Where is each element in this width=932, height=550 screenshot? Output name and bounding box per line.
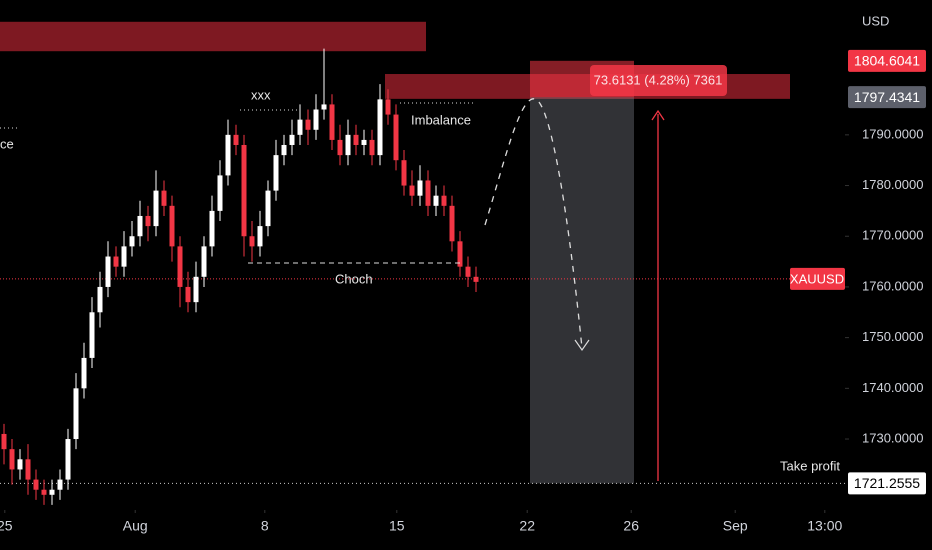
x-tick-label: 8 xyxy=(261,518,269,534)
y-tick-label: 1730.0000 xyxy=(862,430,923,445)
currency-label: USD xyxy=(862,13,889,28)
symbol-tag: XAUUSD xyxy=(790,271,844,286)
candle-body xyxy=(161,190,167,206)
candle-body xyxy=(145,215,151,227)
candle-body xyxy=(153,190,159,227)
x-tick-label: 26 xyxy=(623,518,639,534)
candle-body xyxy=(353,134,359,145)
candle-body xyxy=(105,256,111,287)
price-axis: USD 1730.0000 1740.0000 1750.0000 1760.0000… xyxy=(0,13,926,534)
candle-body xyxy=(401,160,407,186)
drawings: ce xxx Imbalance Choch Take profit xyxy=(0,87,840,481)
candle-body xyxy=(393,114,399,161)
candle-body xyxy=(337,139,343,156)
candle-body xyxy=(385,99,391,115)
position-reward xyxy=(530,97,634,484)
price-tag-bg xyxy=(848,49,926,72)
annotation: xxx xyxy=(251,87,271,102)
candle-body xyxy=(225,134,231,176)
candle-body xyxy=(425,180,431,206)
price-tag: 1804.6041 xyxy=(854,53,920,69)
candle-body xyxy=(33,479,39,490)
candle-body xyxy=(169,205,175,247)
candle-body xyxy=(129,236,135,247)
price-tag: 1721.2555 xyxy=(854,475,920,491)
candle-body xyxy=(9,449,15,470)
candle-body xyxy=(257,226,263,247)
candle-body xyxy=(345,134,351,156)
candle-body xyxy=(369,139,375,156)
candle-body xyxy=(137,215,143,237)
candle-body xyxy=(81,357,87,389)
price-tag-bg xyxy=(848,472,926,495)
candle-body xyxy=(305,119,311,130)
candle-body xyxy=(281,144,287,156)
annotation: Choch xyxy=(335,271,373,286)
candle-body xyxy=(217,175,223,211)
annotation: Imbalance xyxy=(411,112,471,127)
candle-body xyxy=(65,439,71,480)
candle-body xyxy=(121,246,127,267)
y-tick-label: 1750.0000 xyxy=(862,329,923,344)
candle-body xyxy=(361,139,367,145)
x-tick-label: 25 xyxy=(0,518,13,534)
x-tick-label: 22 xyxy=(519,518,535,534)
projection-arrow xyxy=(574,339,590,352)
price-tag-bg xyxy=(848,86,926,109)
candle-body xyxy=(185,286,191,303)
candle-body xyxy=(89,312,95,358)
candle-body xyxy=(201,246,207,277)
candle-body xyxy=(457,241,463,267)
candle-body xyxy=(329,104,335,140)
candle-body xyxy=(465,266,471,277)
supply-zone xyxy=(0,21,426,52)
candle-body xyxy=(473,276,479,282)
candle-body xyxy=(265,190,271,227)
candle-body xyxy=(321,104,327,110)
candle-body xyxy=(209,210,215,247)
x-tick-label: Aug xyxy=(123,518,148,534)
candle-body xyxy=(233,134,239,145)
candle-body xyxy=(193,276,199,303)
plot-area: 73.6131 (4.28%) 7361 xyxy=(0,21,845,505)
candle-body xyxy=(17,459,23,470)
candle-body xyxy=(297,119,303,135)
candle-body xyxy=(417,180,423,196)
candle-body xyxy=(449,205,455,242)
candle-body xyxy=(441,195,447,206)
candle-body xyxy=(1,433,7,450)
candle-body xyxy=(241,144,247,237)
annotation: Take profit xyxy=(780,458,840,473)
target-arrow-head xyxy=(651,109,665,121)
candle-body xyxy=(409,185,415,196)
candle-body xyxy=(377,99,383,156)
y-tick-label: 1780.0000 xyxy=(862,177,923,192)
annotation: ce xyxy=(0,136,14,151)
x-tick-label: 13:00 xyxy=(807,518,842,534)
candle-body xyxy=(433,195,439,206)
candle-body xyxy=(113,256,119,267)
position-label-bg xyxy=(590,65,727,96)
candle-body xyxy=(49,489,55,495)
position-label: 73.6131 (4.28%) 7361 xyxy=(594,72,723,87)
candle-body xyxy=(97,286,103,313)
x-tick-label: Sep xyxy=(723,518,748,534)
symbol-tag-bg xyxy=(790,267,845,290)
candle-body xyxy=(273,155,279,191)
price-tag: 1797.4341 xyxy=(854,89,920,105)
candle-body xyxy=(73,388,79,440)
y-tick-label: 1760.0000 xyxy=(862,278,923,293)
y-tick-label: 1740.0000 xyxy=(862,380,923,395)
y-tick-label: 1790.0000 xyxy=(862,126,923,141)
candle-body xyxy=(313,109,319,130)
y-tick-label: 1770.0000 xyxy=(862,228,923,243)
candle-body xyxy=(289,134,295,145)
candle-body xyxy=(25,459,31,480)
candle-body xyxy=(57,479,63,490)
candle-body xyxy=(41,489,47,495)
candle-body xyxy=(177,246,183,287)
x-tick-label: 15 xyxy=(389,518,405,534)
candle-body xyxy=(249,236,255,247)
